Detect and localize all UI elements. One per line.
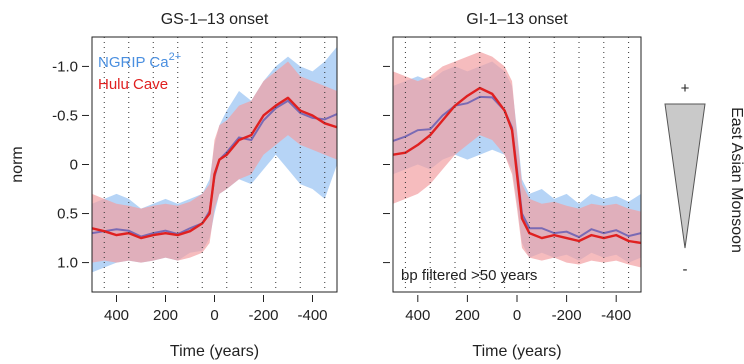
monsoon-minus-sign: - (683, 261, 688, 278)
series-line-hulu (92, 96, 337, 240)
plot-frame (91, 36, 338, 293)
legend-hulu: Hulu Cave (98, 76, 168, 93)
monsoon-label: East Asian Monsoon (728, 107, 744, 253)
x-tick-label: 200 (153, 307, 178, 324)
x-axis-label: Time (years) (472, 343, 561, 360)
panel-gi-onset: 400 200 0 -200 -400 GI-1–13 onset Time (years)… (383, 11, 642, 360)
y-axis-label: norm (9, 146, 26, 182)
legend-ngrip: NGRIP Ca2+ (98, 51, 181, 71)
x-tick-label: 200 (455, 307, 480, 324)
y-tick-label: -0.5 (52, 107, 78, 124)
filter-annotation: bp filtered >50 years (401, 267, 537, 284)
monsoon-wedge (664, 103, 706, 249)
x-axis-label: Time (years) (170, 343, 259, 360)
panel-gs-onset: 400 200 0 -200 -400 -1.0 -0.5 0 0.5 1.0 GS-1–13 on… (9, 11, 338, 360)
plot-area (393, 51, 641, 268)
y-tick-label: 0 (70, 157, 78, 174)
y-tick-label: 1.0 (57, 255, 78, 272)
plot-frame (392, 36, 642, 293)
uncertainty-band-hulu (393, 51, 641, 268)
x-tick-label: -200 (248, 307, 278, 324)
y-tick-label: 0.5 (57, 206, 78, 223)
x-tick-label: 400 (104, 307, 129, 324)
panel-title: GS-1–13 onset (161, 11, 269, 28)
x-tick-label: 0 (513, 307, 521, 324)
panel-title: GI-1–13 onset (466, 11, 568, 28)
x-tick-label: -200 (552, 307, 582, 324)
series-line-hulu (393, 86, 641, 245)
x-tick-label: -400 (297, 307, 327, 324)
y-tick-label: -1.0 (52, 58, 78, 75)
monsoon-indicator: + - East Asian Monsoon (664, 80, 744, 278)
monsoon-plus-sign: + (681, 80, 690, 97)
x-tick-label: -400 (601, 307, 631, 324)
x-tick-label: 0 (210, 307, 218, 324)
x-tick-label: 400 (405, 307, 430, 324)
